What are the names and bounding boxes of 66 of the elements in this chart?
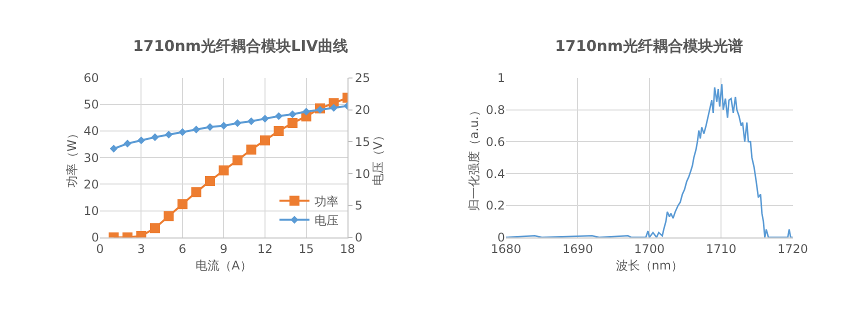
y2-tick-label: 25 <box>354 71 370 86</box>
point <box>260 135 270 146</box>
point <box>178 128 186 136</box>
point <box>218 165 229 176</box>
point <box>261 114 269 123</box>
point <box>220 122 228 130</box>
y2-tick-label: 20 <box>354 102 370 117</box>
x-tick-label: 1710 <box>706 242 736 256</box>
y-tick-label: 0.4 <box>486 166 506 181</box>
y2-tick-label: 0 <box>354 230 363 245</box>
x-tick-label: 3 <box>137 242 146 256</box>
y-axis-title: 功率（W） <box>64 128 79 188</box>
x-axis-title: 电流（A） <box>196 258 252 273</box>
x-tick-label: 1700 <box>634 242 665 256</box>
point <box>191 187 202 198</box>
point <box>137 136 146 144</box>
point <box>246 144 256 155</box>
y-tick-label: 60 <box>84 71 99 86</box>
y-tick-label: 10 <box>84 204 99 218</box>
point <box>288 110 296 118</box>
point <box>274 126 284 136</box>
line-series <box>506 83 793 238</box>
point <box>164 130 173 139</box>
point <box>204 176 215 186</box>
y-tick-label: 0.6 <box>486 134 506 149</box>
chart-title: 1710nm光纤耦合模块光谱 <box>555 37 744 55</box>
y2-tick-label: 10 <box>354 166 370 181</box>
point <box>274 112 283 120</box>
x-tick-label: 1690 <box>562 242 593 256</box>
y-axis-title: 归一化强度（a.u.） <box>467 104 482 211</box>
x-tick-label: 15 <box>298 242 314 256</box>
legend-label: 电压 <box>314 213 338 228</box>
y-tick-label: 1 <box>497 71 506 86</box>
point <box>124 140 132 148</box>
y2-tick-label: 5 <box>354 198 363 213</box>
point <box>247 117 256 126</box>
y-tick-label: 30 <box>84 150 99 165</box>
x-tick-label: 9 <box>220 242 228 256</box>
point <box>206 123 214 131</box>
point <box>234 119 242 128</box>
x-axis-title: 波长（nm） <box>616 258 684 273</box>
point <box>232 155 242 166</box>
y-tick-label: 0.2 <box>486 198 506 213</box>
point <box>302 108 310 116</box>
point <box>177 199 188 210</box>
y2-tick-label: 15 <box>354 134 370 149</box>
y-tick-label: 40 <box>84 124 99 138</box>
point <box>316 106 324 114</box>
x-tick-label: 12 <box>257 242 273 256</box>
point <box>330 104 338 112</box>
point <box>150 223 160 234</box>
y-tick-label: 50 <box>84 98 99 112</box>
x-tick-label: 1720 <box>778 242 808 256</box>
point <box>288 118 298 128</box>
point <box>151 133 159 142</box>
y-tick-label: 0.8 <box>486 102 506 117</box>
point <box>164 211 174 222</box>
x-tick-label: 6 <box>178 242 186 256</box>
y-tick-label: 20 <box>84 177 99 192</box>
y-tick-label: 0 <box>91 230 99 245</box>
legend-label: 功率 <box>314 194 338 208</box>
y2-axis-title: 电压（V） <box>371 130 386 186</box>
chart-title: 1710nm光纤耦合模块LIV曲线 <box>133 37 348 55</box>
x-tick-label: 18 <box>340 242 356 256</box>
point <box>110 144 118 153</box>
point <box>192 126 200 134</box>
